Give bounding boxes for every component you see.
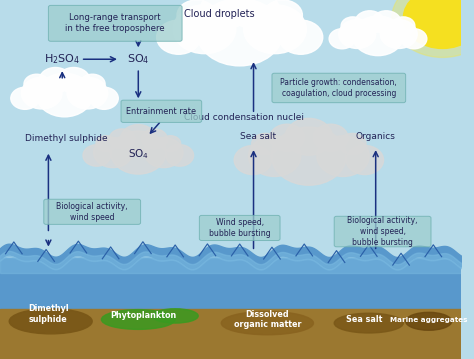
Bar — [0, 309, 461, 359]
Circle shape — [201, 0, 251, 29]
Bar — [0, 258, 461, 359]
Circle shape — [177, 0, 216, 31]
Circle shape — [57, 67, 90, 93]
Circle shape — [36, 74, 92, 117]
Circle shape — [272, 127, 346, 185]
Circle shape — [39, 67, 72, 93]
Circle shape — [403, 0, 474, 48]
Text: SO$_4$: SO$_4$ — [128, 147, 149, 160]
Circle shape — [11, 87, 39, 109]
Circle shape — [392, 17, 415, 35]
Circle shape — [252, 134, 279, 155]
Circle shape — [160, 136, 181, 151]
Circle shape — [380, 20, 417, 48]
Circle shape — [346, 145, 383, 174]
Circle shape — [197, 0, 283, 66]
Circle shape — [24, 74, 49, 94]
Text: Biological activity,
wind speed,
bubble bursting: Biological activity, wind speed, bubble … — [347, 216, 418, 247]
Circle shape — [142, 129, 167, 149]
Text: Sea salt: Sea salt — [346, 315, 383, 324]
Circle shape — [341, 17, 364, 35]
Text: Biological activity,
wind speed: Biological activity, wind speed — [56, 202, 128, 222]
Text: Dimethyl
sulphide: Dimethyl sulphide — [28, 304, 69, 324]
FancyBboxPatch shape — [200, 215, 280, 241]
Circle shape — [83, 145, 110, 166]
Text: H$_2$SO$_4$: H$_2$SO$_4$ — [44, 52, 80, 66]
Circle shape — [313, 124, 348, 151]
Circle shape — [234, 145, 272, 174]
Circle shape — [110, 131, 166, 174]
Ellipse shape — [334, 313, 403, 333]
Circle shape — [317, 136, 369, 177]
Text: Dimethyl sulphide: Dimethyl sulphide — [25, 134, 108, 143]
Circle shape — [372, 11, 401, 34]
Text: Cloud droplets: Cloud droplets — [184, 9, 255, 19]
Circle shape — [401, 29, 427, 49]
Circle shape — [339, 20, 376, 48]
Text: Cloud condensation nuclei: Cloud condensation nuclei — [184, 113, 304, 122]
Text: Long-range transport
in the free troposphere: Long-range transport in the free troposp… — [65, 13, 165, 33]
Circle shape — [121, 125, 156, 152]
Circle shape — [392, 0, 474, 57]
Text: SO$_4$: SO$_4$ — [127, 52, 149, 66]
Circle shape — [93, 137, 132, 168]
Circle shape — [173, 5, 236, 53]
Circle shape — [166, 145, 193, 166]
Text: Wind speed,
bubble bursting: Wind speed, bubble bursting — [209, 218, 271, 238]
Ellipse shape — [9, 309, 92, 334]
Circle shape — [96, 136, 116, 151]
FancyBboxPatch shape — [334, 216, 431, 247]
Text: Sea salt: Sea salt — [240, 132, 276, 141]
Text: Marine aggregates: Marine aggregates — [390, 317, 467, 322]
Text: Organics: Organics — [356, 132, 396, 141]
Circle shape — [244, 5, 306, 53]
Circle shape — [90, 87, 118, 109]
Text: Dissolved
organic matter: Dissolved organic matter — [234, 310, 301, 329]
Circle shape — [353, 16, 403, 56]
Circle shape — [156, 20, 201, 54]
Bar — [0, 258, 461, 273]
Circle shape — [144, 137, 183, 168]
Ellipse shape — [221, 312, 313, 335]
Circle shape — [229, 0, 279, 29]
Circle shape — [329, 29, 355, 49]
Text: Entrainment rate: Entrainment rate — [127, 107, 196, 116]
Circle shape — [248, 136, 301, 177]
Circle shape — [279, 20, 323, 54]
Circle shape — [21, 78, 62, 109]
Circle shape — [285, 118, 332, 155]
FancyBboxPatch shape — [121, 100, 201, 122]
Circle shape — [80, 74, 105, 94]
FancyBboxPatch shape — [48, 5, 182, 41]
Circle shape — [270, 124, 304, 151]
Circle shape — [263, 0, 302, 31]
Ellipse shape — [406, 312, 452, 330]
Circle shape — [67, 78, 108, 109]
Text: Particle growth: condensation,
coagulation, cloud processing: Particle growth: condensation, coagulati… — [281, 78, 397, 98]
Circle shape — [109, 129, 135, 149]
Circle shape — [339, 134, 366, 155]
Text: Phytoplankton: Phytoplankton — [110, 311, 176, 321]
Circle shape — [355, 11, 384, 34]
Ellipse shape — [152, 309, 198, 323]
FancyBboxPatch shape — [44, 199, 141, 224]
FancyBboxPatch shape — [272, 73, 406, 103]
Ellipse shape — [101, 309, 175, 330]
